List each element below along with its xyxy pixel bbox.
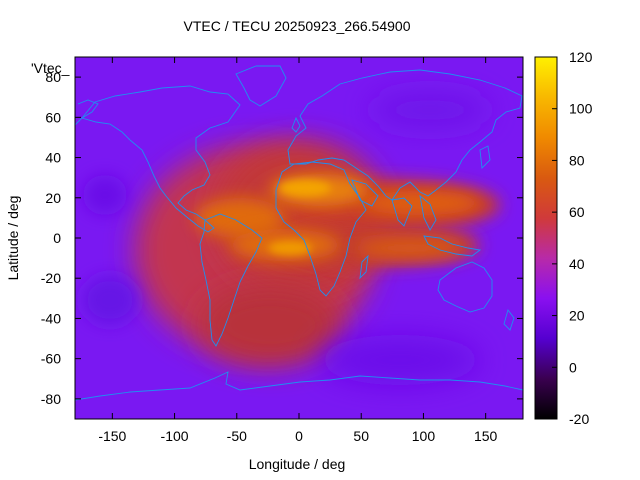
y-axis-ticks: -80 -60 -40 -20 0 20 40 60 80	[41, 69, 523, 407]
y-tick-label: 0	[53, 230, 61, 246]
y-tick-label: 80	[45, 69, 61, 85]
x-axis-ticks: -150 -100 -50 0 50 100 150	[98, 57, 498, 444]
coastline-north-america	[81, 85, 241, 233]
y-tick-label: 40	[45, 150, 61, 166]
coastline-madagascar	[359, 254, 369, 280]
coastline-uk	[291, 116, 301, 133]
coastline-antarctica	[75, 371, 523, 401]
coastline-australia	[437, 261, 493, 313]
colorbar-tick-label: 120	[569, 49, 593, 65]
coastline-southeast-asia	[419, 194, 437, 231]
y-tick-label: -40	[41, 310, 61, 326]
tec-zone-south-lobe	[200, 285, 340, 365]
tec-crest-north-asia	[360, 191, 480, 215]
colorbar-tick-label: 40	[569, 256, 585, 272]
tec-crest-south-indian	[355, 238, 465, 258]
colorbar-tick-label: 20	[569, 308, 585, 324]
tec-low-pacific-south	[82, 275, 138, 325]
y-axis-label: Latitude / deg	[5, 196, 21, 281]
heatmap-blobs	[82, 90, 500, 385]
x-tick-label: 50	[353, 428, 369, 444]
coastline-arabia	[351, 179, 379, 207]
y-tick-label: -60	[41, 351, 61, 367]
legend-label: 'Vtec_	[31, 60, 70, 76]
colorbar-tick-label: 100	[569, 101, 593, 117]
tec-crest-caribbean	[195, 198, 285, 238]
tec-peak-south	[268, 241, 312, 255]
colorbar-tick-label: 0	[569, 359, 577, 375]
colorbar-ticks: -20 0 20 40 60 80 100 120	[552, 49, 593, 427]
coastlines	[75, 65, 523, 401]
tec-peak-north	[279, 180, 331, 196]
x-tick-label: -150	[98, 428, 126, 444]
tec-low-pacific-west	[83, 175, 127, 215]
colorbar	[534, 56, 558, 420]
colorbar-tick-label: -20	[569, 411, 589, 427]
colorbar-tick-label: 60	[569, 204, 585, 220]
coastline-eurasia	[287, 69, 523, 201]
coastline-africa	[275, 161, 367, 297]
coastline-japan	[479, 145, 491, 169]
coastline-new-zealand	[503, 309, 515, 331]
coastline-india	[391, 197, 413, 227]
tec-low-southern-ocean	[320, 335, 480, 385]
x-tick-label: -100	[161, 428, 189, 444]
heatmap-area	[75, 57, 523, 419]
coastline-indonesia	[423, 235, 482, 257]
y-tick-label: 60	[45, 109, 61, 125]
x-tick-label: 150	[474, 428, 498, 444]
coastline-greenland	[235, 65, 287, 107]
coastline-alaska	[75, 99, 99, 126]
x-tick-label: -50	[227, 428, 247, 444]
chart-title: VTEC / TECU 20250923_266.54900	[183, 18, 410, 34]
x-axis-label: Longitude / deg	[249, 456, 346, 472]
y-tick-label: 20	[45, 190, 61, 206]
coastline-south-america	[199, 213, 263, 347]
tec-low-siberia	[370, 90, 490, 130]
x-tick-label: 100	[412, 428, 436, 444]
y-tick-label: -20	[41, 270, 61, 286]
y-tick-label: -80	[41, 391, 61, 407]
colorbar-tick-label: 80	[569, 152, 585, 168]
x-tick-label: 0	[295, 428, 303, 444]
